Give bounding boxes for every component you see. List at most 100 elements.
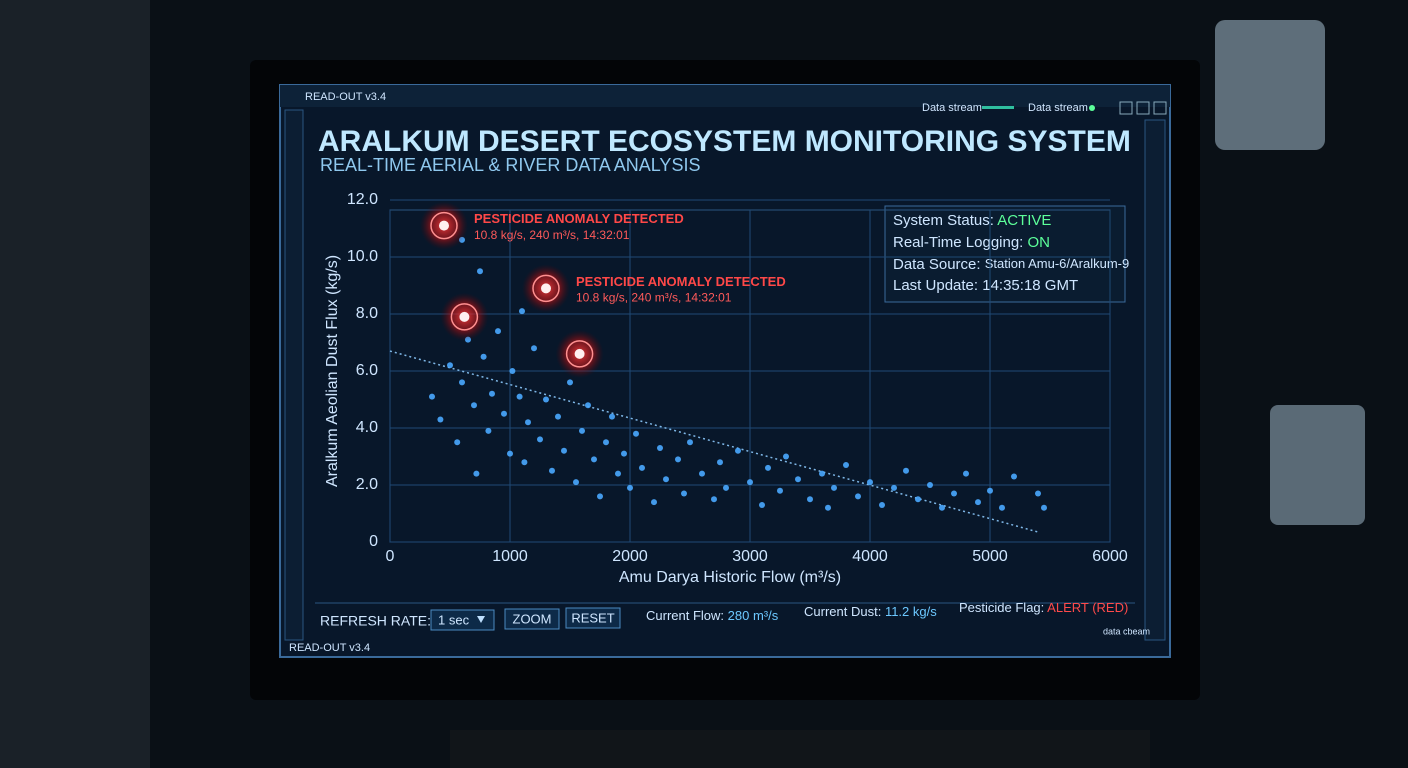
y-tick-label: 12.0 <box>347 191 378 208</box>
data-point <box>939 504 945 511</box>
x-tick-label: 3000 <box>732 548 768 565</box>
anomaly-point <box>440 292 489 341</box>
data-point <box>603 439 609 446</box>
maximize-button[interactable] <box>1136 101 1150 115</box>
status-value: Station Amu-6/Aralkum-9 <box>985 256 1130 271</box>
y-axis-label: Aralkum Aeolian Dust Flux (kg/s) <box>324 255 341 487</box>
data-point <box>681 490 687 497</box>
data-point <box>489 390 495 397</box>
sensor <box>1270 405 1365 525</box>
data-point <box>507 450 513 457</box>
refresh-select[interactable] <box>430 609 495 631</box>
header-subtitle: REAL-TIME AERIAL & RIVER DATA ANALYSIS <box>320 155 700 175</box>
data-point <box>867 479 873 486</box>
data-point <box>759 501 765 508</box>
data-point <box>473 470 480 477</box>
data-point <box>555 413 561 420</box>
data-point <box>501 410 507 417</box>
zoom-button[interactable] <box>504 608 560 630</box>
data-point <box>963 470 969 477</box>
x-tick-label: 5000 <box>972 548 1008 565</box>
data-point <box>509 368 516 374</box>
y-tick-label: 4.0 <box>356 419 378 436</box>
data-point <box>717 459 723 466</box>
data-point <box>459 379 465 386</box>
data-point <box>879 501 885 508</box>
footer-left: READ-OUT v3.4 <box>289 642 370 654</box>
reset-button[interactable] <box>565 607 621 629</box>
data-point <box>651 499 657 506</box>
data-point <box>437 416 444 423</box>
anomaly-point <box>420 201 468 250</box>
status-value: ACTIVE <box>997 212 1051 229</box>
status-box <box>884 205 1126 303</box>
data-point <box>615 470 621 477</box>
dropdown-arrow <box>477 616 485 623</box>
readout: Current Flow: 280 m³/s <box>646 608 779 623</box>
keyboard <box>450 730 1150 768</box>
data-point <box>975 499 981 506</box>
data-point <box>573 479 579 486</box>
data-point <box>987 487 993 494</box>
stream-meter <box>982 106 1014 109</box>
header-title: ARALKUM DESERT ECOSYSTEM MONITORING SYST… <box>318 125 1131 158</box>
data-point <box>903 467 909 474</box>
data-point <box>783 453 789 460</box>
readout-label: Pesticide Flag: <box>959 600 1044 615</box>
data-point <box>1011 473 1017 480</box>
data-point <box>1035 490 1041 497</box>
data-point <box>1041 504 1047 511</box>
status-line: Real-Time Logging: ON <box>893 234 1050 251</box>
data-point <box>825 504 831 511</box>
data-point <box>447 362 453 369</box>
data-point <box>561 447 567 454</box>
anomaly-core <box>459 311 470 322</box>
data-point <box>480 353 487 360</box>
data-point <box>477 268 483 275</box>
side-scrollbar[interactable] <box>284 109 304 641</box>
data-point <box>585 402 591 409</box>
status-value: 14:35:18 GMT <box>982 277 1078 294</box>
readout-label: Current Dust: <box>804 604 881 619</box>
window-title: READ-OUT v3.4 <box>305 91 386 103</box>
data-point <box>537 436 543 443</box>
data-point <box>675 456 681 463</box>
close-button[interactable] <box>1153 101 1167 115</box>
data-point <box>519 308 525 315</box>
scrollbar[interactable] <box>1144 119 1166 641</box>
x-tick-label: 1000 <box>492 548 528 565</box>
data-point <box>819 470 825 477</box>
data-point <box>521 459 528 466</box>
annotation-title: PESTICIDE ANOMALY DETECTED <box>576 274 786 289</box>
footer-right: data cbeam <box>1103 626 1150 636</box>
title-bar <box>280 85 1170 107</box>
anomaly-ring <box>450 303 479 331</box>
anomaly-point <box>555 329 604 378</box>
anomaly-core <box>574 348 585 359</box>
minimize-button[interactable] <box>1119 101 1133 115</box>
annotation-detail: 10.8 kg/s, 240 m³/s, 14:32:01 <box>576 291 732 305</box>
data-point <box>777 487 783 494</box>
anomaly-core <box>541 283 551 294</box>
x-tick-label: 2000 <box>612 548 648 565</box>
x-tick-label: 6000 <box>1092 548 1128 565</box>
stream-label: Data stream <box>1028 102 1088 114</box>
readout-label: Current Flow: <box>646 608 724 623</box>
data-point <box>951 490 957 497</box>
data-point <box>591 456 597 463</box>
data-point <box>485 427 492 434</box>
data-point <box>747 479 753 486</box>
data-point <box>831 484 837 491</box>
refresh-value: 1 sec <box>438 612 470 627</box>
y-tick-label: 2.0 <box>356 476 378 493</box>
data-point <box>999 504 1005 511</box>
data-point <box>795 476 801 483</box>
data-point <box>735 447 741 454</box>
trend-line <box>389 350 1039 533</box>
stream-label: Data stream <box>922 102 982 114</box>
data-point <box>579 427 585 434</box>
anomaly-ring <box>565 340 594 368</box>
readout: Current Dust: 11.2 kg/s <box>804 604 937 619</box>
annotation-title: PESTICIDE ANOMALY DETECTED <box>474 211 684 226</box>
